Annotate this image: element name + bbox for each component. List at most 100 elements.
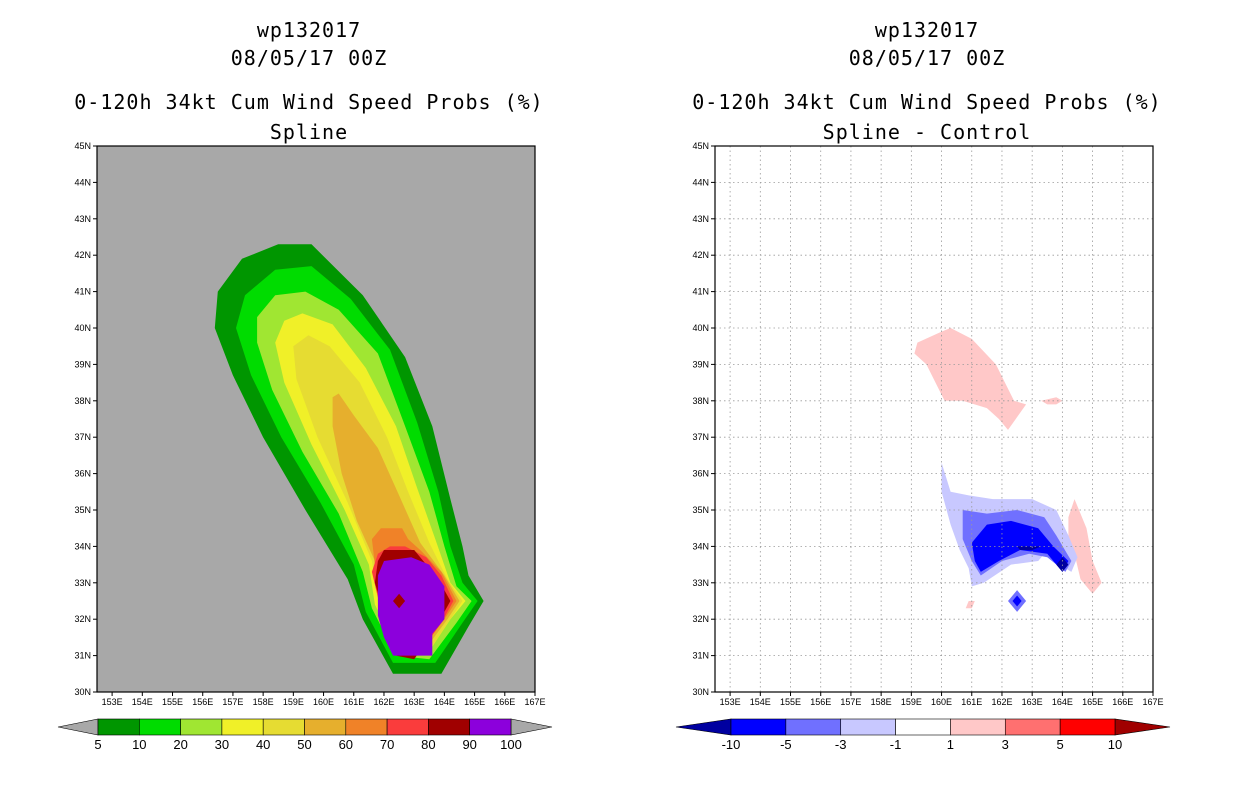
right-ytick-label-33N: 33N [692,578,709,588]
left-colorbar-box-9 [469,718,512,736]
left-ytick-label-34N: 34N [74,541,91,551]
right-contour-neg10-10 [1012,595,1022,607]
right-ytick-label-41N: 41N [692,287,709,297]
left-colorbar-label-5: 5 [94,737,101,752]
left-colorbar-lower-arrow [57,718,99,736]
left-colorbar-box-4 [262,718,305,736]
left-xtick-label-155E: 155E [162,697,183,707]
right-xtick-label-157E: 157E [840,697,861,707]
right-xtick-label-153E: 153E [720,697,741,707]
right-xtick-label-158E: 158E [871,697,892,707]
right-ytick-label-34N: 34N [692,541,709,551]
left-xtick-label-162E: 162E [373,697,394,707]
right-map-panel: 153E 154E 155E 156E 157E 158E 159E 160E 161E 162E… [692,141,1163,707]
right-colorbar-lower-arrow [675,718,732,736]
left-colorbar-label-60: 60 [339,737,353,752]
left-colorbar-box-6 [345,718,388,736]
right-colorbar-label-1: 1 [947,737,954,752]
right-xtick-label-155E: 155E [780,697,801,707]
left-colorbar-label-30: 30 [215,737,229,752]
left-contour-100-10 [393,593,406,609]
right-colorbar-box-1 [785,718,842,736]
right-xtick-label-160E: 160E [931,697,952,707]
left-colorbar-box-1 [139,718,181,736]
right-xtick-label-163E: 163E [1022,697,1043,707]
right-contour-neg10-7 [1017,546,1042,550]
right-ytick-label-36N: 36N [692,469,709,479]
right-colorbar-box-4 [950,718,1006,736]
left-colorbar-box-2 [180,718,223,736]
left-ytick-label-31N: 31N [74,651,91,661]
right-ytick-label-30N: 30N [692,687,709,697]
right-xtick-label-154E: 154E [750,697,771,707]
right-ytick-label-31N: 31N [692,651,709,661]
left-ytick-label-38N: 38N [74,396,91,406]
right-contour-1-0 [914,328,1027,430]
right-colorbar-label--3: -3 [835,737,847,752]
right-contour-1-3 [965,601,975,609]
left-ytick-label-45N: 45N [74,141,91,151]
left-xtick-label-163E: 163E [404,697,425,707]
right-colorbar-label-10: 10 [1108,737,1122,752]
right-ytick-label-37N: 37N [692,432,709,442]
left-colorbar-label-70: 70 [380,737,394,752]
left-colorbar-label-40: 40 [256,737,270,752]
left-xtick-label-156E: 156E [192,697,213,707]
right-ytick-label-45N: 45N [692,141,709,151]
right-colorbar-label--5: -5 [780,737,792,752]
right-xtick-label-165E: 165E [1082,697,1103,707]
right-colorbar-box-6 [1059,718,1116,736]
left-chart-subtitle: Spline [269,120,349,144]
left-colorbar-label-20: 20 [173,737,187,752]
left-xtick-label-164E: 164E [434,697,455,707]
left-ytick-label-32N: 32N [74,614,91,624]
left-plot-frame [96,145,536,693]
left-ytick-label-33N: 33N [74,578,91,588]
right-xtick-label-167E: 167E [1142,697,1163,707]
left-xtick-label-160E: 160E [313,697,334,707]
right-ytick-label-35N: 35N [692,505,709,515]
left-colorbar-box-7 [386,718,429,736]
left-colorbar-box-0 [97,718,140,736]
left-xtick-label-154E: 154E [132,697,153,707]
right-contour-1-1 [1041,397,1063,405]
right-xtick-label-159E: 159E [901,697,922,707]
right-ytick-label-40N: 40N [692,323,709,333]
left-ytick-label-41N: 41N [74,287,91,297]
left-colorbar-label-10: 10 [132,737,146,752]
left-ytick-label-42N: 42N [74,250,91,260]
left-colorbar-box-8 [428,718,470,736]
left-ytick-label-36N: 36N [74,469,91,479]
left-xtick-label-153E: 153E [102,697,123,707]
right-ytick-label-42N: 42N [692,250,709,260]
right-colorbar-box-5 [1004,718,1061,736]
left-xtick-label-158E: 158E [253,697,274,707]
left-colorbar-label-80: 80 [421,737,435,752]
left-storm-id: wp132017 [256,18,362,42]
right-xtick-label-156E: 156E [810,697,831,707]
left-colorbar-box-3 [221,718,264,736]
left-xtick-label-166E: 166E [494,697,515,707]
left-datetime: 08/05/17 00Z [230,46,388,70]
left-ytick-label-35N: 35N [74,505,91,515]
right-colorbar-box-3 [895,718,951,736]
right-colorbar-label--1: -1 [890,737,902,752]
right-ytick-label-39N: 39N [692,359,709,369]
right-colorbar-box-0 [730,718,787,736]
left-chart-title: 0-120h 34kt Cum Wind Speed Probs (%) [74,90,544,114]
left-colorbar-label-90: 90 [462,737,476,752]
left-ytick-label-39N: 39N [74,359,91,369]
right-ytick-label-43N: 43N [692,214,709,224]
left-colorbar-upper-arrow [510,718,553,736]
left-ytick-label-44N: 44N [74,177,91,187]
left-xtick-label-165E: 165E [464,697,485,707]
left-ytick-label-37N: 37N [74,432,91,442]
right-plot-frame [714,145,1154,693]
right-xtick-label-161E: 161E [961,697,982,707]
left-xtick-label-161E: 161E [343,697,364,707]
left-ytick-label-30N: 30N [74,687,91,697]
right-colorbar: -10 -5 -3 -1 1 3 5 10 [675,718,1171,752]
right-chart-title: 0-120h 34kt Cum Wind Speed Probs (%) [692,90,1162,114]
left-colorbar-label-50: 50 [297,737,311,752]
